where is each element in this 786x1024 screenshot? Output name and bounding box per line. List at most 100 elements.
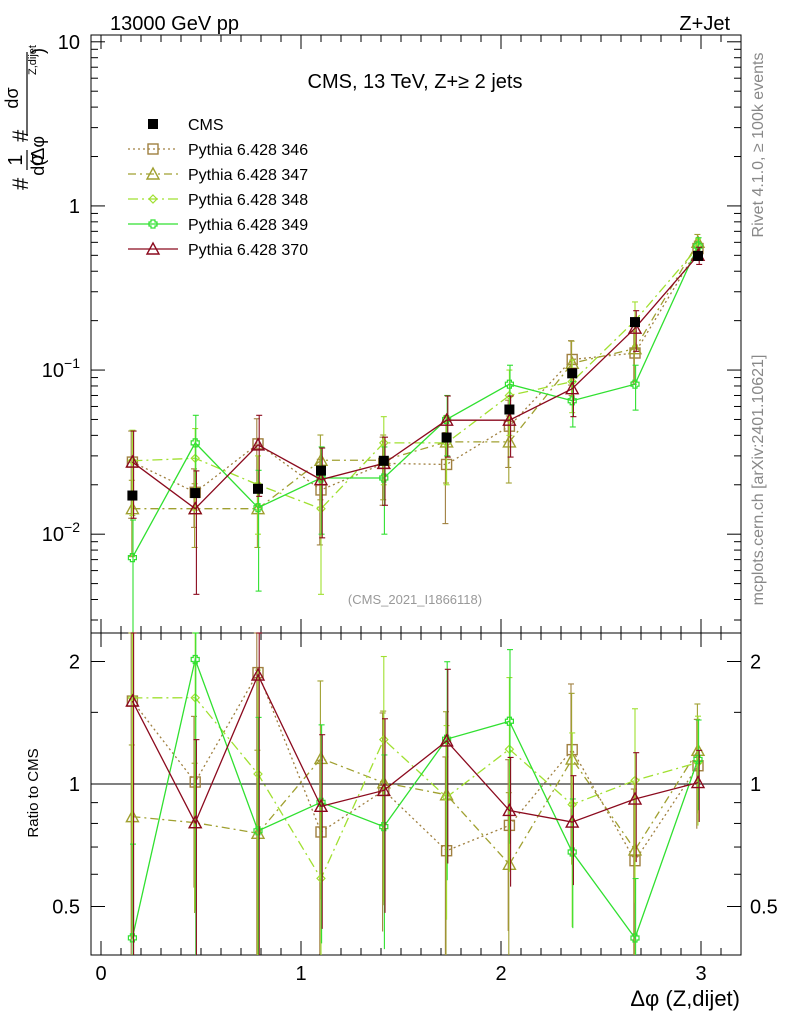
ratio-series-0 (126, 632, 704, 955)
ratio-point-3 (253, 826, 263, 836)
cms-data-point (190, 488, 201, 499)
ratio-y-tick-label-right-2: 0.5 (750, 896, 778, 918)
cms-data-point (567, 368, 578, 379)
ratio-y-tick-label-left-1: 1 (69, 774, 80, 796)
ratio-line-4 (131, 673, 699, 825)
cms-data-point (253, 483, 263, 494)
cms-data-point (127, 490, 138, 501)
ratio-series-2 (127, 632, 703, 955)
series-point-3 (693, 241, 703, 251)
cms-data-point (378, 455, 389, 466)
series-point-3 (190, 438, 200, 448)
legend-label-3: Pythia 6.428 349 (188, 217, 308, 234)
ratio-point-4 (439, 733, 454, 747)
ratio-point-3 (190, 654, 200, 665)
ratio-point-3 (379, 822, 389, 832)
ratio-point-4 (250, 667, 266, 681)
series-point-2 (504, 390, 515, 401)
series-point-2 (127, 455, 138, 466)
series-1 (125, 233, 706, 558)
cms-data-point (504, 404, 515, 415)
series-0 (126, 240, 704, 546)
series-point-4 (125, 454, 140, 468)
mcplots-credit-label: mcplots.cern.ch [arXiv:2401.10621] (750, 355, 767, 606)
series-line-4 (132, 254, 699, 510)
series-point-2 (190, 453, 201, 464)
legend-marker-2 (148, 194, 158, 204)
ratio-point-2 (253, 769, 263, 779)
series-point-3 (127, 553, 137, 563)
ylabel-hash-1: # (8, 177, 33, 190)
ratio-line-0 (131, 671, 699, 862)
series-point-4 (565, 381, 580, 395)
ratio-point-3 (693, 754, 703, 765)
legend-label-0: Pythia 6.428 346 (188, 142, 308, 159)
ratio-point-3 (504, 716, 514, 726)
legend-entry-1: Pythia 6.428 347 (128, 166, 308, 184)
series-point-3 (379, 473, 389, 483)
ratio-point-2 (567, 799, 578, 810)
legend-label-2: Pythia 6.428 348 (188, 192, 308, 209)
analysis-watermark: (CMS_2021_I1866118) (348, 592, 482, 607)
legend-label-4: Pythia 6.428 370 (188, 242, 308, 259)
series-point-4 (313, 472, 329, 486)
series-3 (127, 237, 703, 634)
series-point-3 (630, 379, 640, 389)
ratio-series-layer (125, 632, 706, 955)
ratio-point-3 (127, 933, 137, 943)
ratio-y-tick-label-right-1: 1 (750, 774, 761, 796)
series-point-4 (188, 501, 203, 515)
ylabel-one: 1 (5, 154, 27, 165)
series-point-3 (567, 396, 577, 406)
ratio-point-3 (567, 847, 577, 857)
main-y-tick-label-2: 10−1 (42, 355, 80, 382)
legend-marker-1 (145, 166, 161, 180)
cms-data-point (630, 317, 640, 328)
header-process: Z+Jet (679, 13, 730, 35)
series-point-1 (502, 434, 517, 448)
series-point-1 (313, 452, 329, 466)
main-y-axis-label: # 1 σ # dσ d(Δφ Z,dijet ) (2, 45, 48, 190)
ratio-point-4 (188, 815, 203, 829)
rivet-version-label: Rivet 4.1.0, ≥ 100k events (750, 53, 767, 238)
ratio-point-2 (378, 734, 389, 745)
ratio-point-2 (630, 775, 640, 786)
ylabel-close-paren: ) (28, 48, 48, 54)
ratio-point-1 (313, 750, 329, 765)
ratio-point-4 (313, 798, 329, 813)
series-4 (125, 246, 706, 595)
ratio-line-2 (132, 697, 699, 880)
legend: CMS Pythia 6.428 346 Pythia 6.428 347 Pythi… (128, 117, 308, 259)
x-axis-label: Δφ (Z,dijet) (630, 986, 740, 1011)
ratio-point-2 (504, 744, 515, 755)
legend-marker-4 (145, 241, 161, 255)
cms-data-layer (127, 250, 703, 501)
chart-title: CMS, 13 TeV, Z+≥ 2 jets (308, 71, 523, 93)
legend-label-cms: CMS (188, 117, 224, 134)
ratio-axis-ticks: 2 2 1 1 0.5 0.5 (52, 652, 778, 919)
ylabel-sigma: σ (26, 153, 48, 166)
series-point-4 (502, 412, 517, 426)
main-y-tick-label-0: 10 (58, 32, 80, 54)
ylabel-d-dphi: d(Δφ (28, 136, 48, 176)
ratio-point-4 (376, 782, 391, 797)
main-y-tick-label-1: 1 (69, 196, 80, 218)
series-2 (127, 238, 703, 595)
ratio-point-4 (502, 803, 517, 817)
series-line-2 (132, 246, 699, 510)
ratio-point-2 (441, 792, 452, 803)
ratio-y-tick-label-left-0: 2 (69, 652, 80, 674)
ratio-series-3 (127, 632, 703, 955)
ratio-point-2 (316, 873, 326, 884)
ratio-point-3 (630, 933, 640, 943)
header-beam-energy: 13000 GeV pp (110, 13, 239, 35)
series-line-3 (131, 245, 699, 558)
x-tick-label-2: 2 (495, 963, 506, 985)
ratio-plot-frame (90, 632, 742, 956)
series-line-0 (132, 248, 699, 494)
ratio-line-3 (131, 657, 699, 940)
legend-marker-0 (147, 143, 159, 155)
series-point-4 (439, 412, 454, 426)
ratio-y-axis-label: Ratio to CMS (25, 748, 42, 837)
legend-entry-cms: CMS (148, 117, 224, 134)
